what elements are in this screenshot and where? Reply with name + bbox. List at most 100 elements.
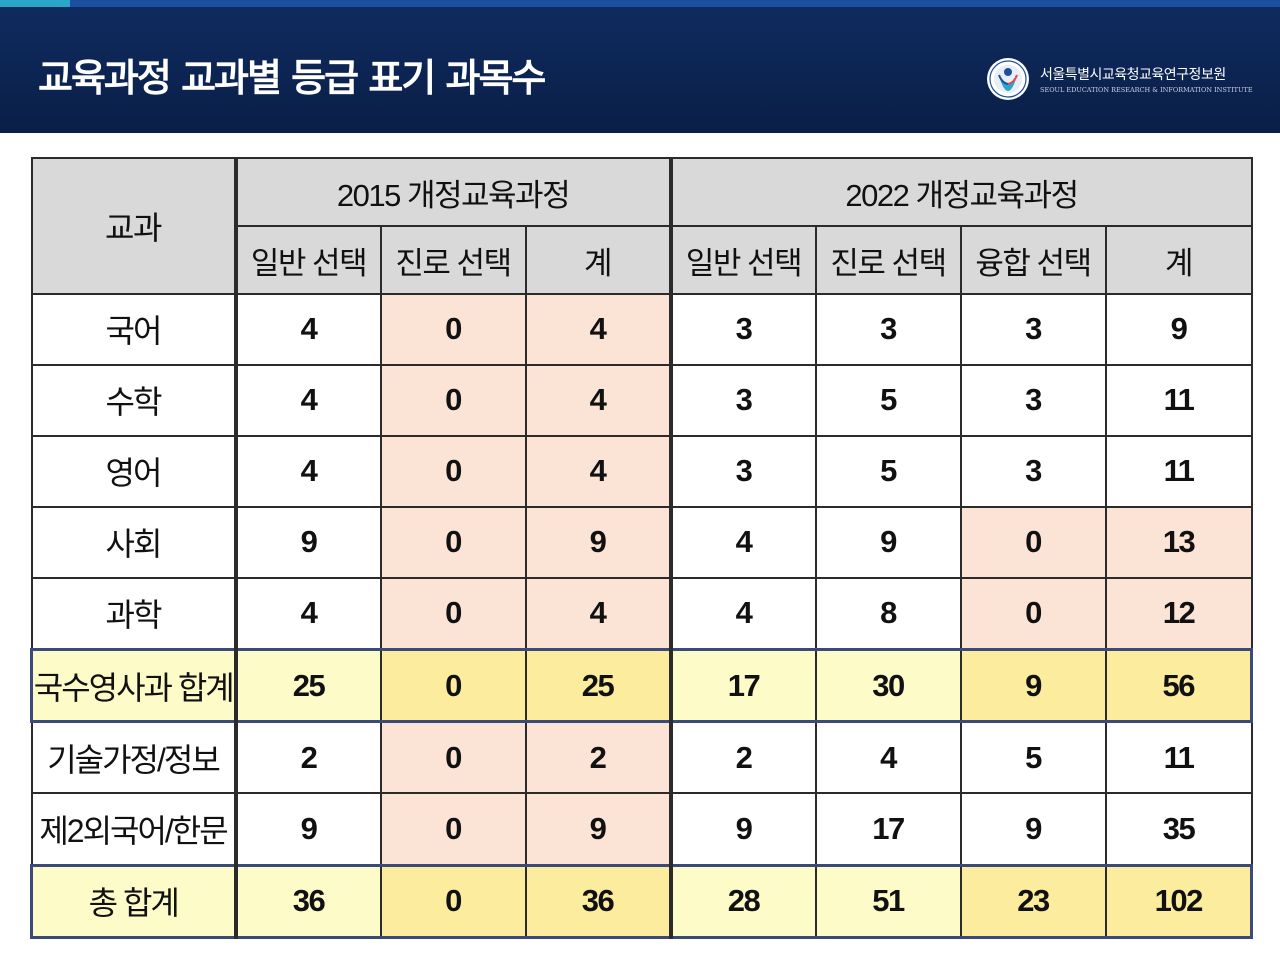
cell-2022-fusion: 9 xyxy=(959,792,1107,867)
emblem-icon xyxy=(987,58,1029,100)
cell-2015-general: 9 xyxy=(234,792,382,867)
page-title: 교육과정 교과별 등급 표기 과목수 xyxy=(38,56,546,100)
cell-2015-total: 2 xyxy=(524,720,673,795)
row-subject: 국수영사과 합계 xyxy=(30,647,238,724)
cell-2022-total: 11 xyxy=(1104,434,1253,508)
cell-2015-career: 0 xyxy=(379,792,527,867)
top-accent-bar xyxy=(0,0,1280,7)
cell-2015-general: 4 xyxy=(234,293,382,366)
cell-2022-fusion: 0 xyxy=(959,576,1107,651)
cell-2022-fusion: 3 xyxy=(959,363,1107,437)
cell-2022-career: 5 xyxy=(814,434,962,508)
cell-2015-career: 0 xyxy=(379,647,527,724)
cell-2015-total: 9 xyxy=(524,792,673,867)
cell-2015-career: 0 xyxy=(379,293,527,366)
cell-2022-career: 17 xyxy=(814,792,962,867)
cell-2022-general: 3 xyxy=(669,434,817,508)
cell-2022-general: 4 xyxy=(669,505,817,579)
row-subject: 영어 xyxy=(30,434,238,508)
col-header-2022-total: 계 xyxy=(1104,225,1253,295)
cell-2022-total: 9 xyxy=(1104,293,1253,366)
cell-2015-general: 4 xyxy=(234,363,382,437)
grade-table: 교과 2015 개정교육과정 2022 개정교육과정 일반 선택 진로 선택 계… xyxy=(30,157,1254,940)
row-subject: 사회 xyxy=(30,505,238,579)
cell-2015-general: 36 xyxy=(234,863,382,940)
cell-2015-career: 0 xyxy=(379,720,527,795)
cell-2015-total: 25 xyxy=(524,647,673,724)
org-name: 서울특별시교육청교육연구정보원 xyxy=(1040,67,1226,83)
table-row: 과학 4 0 4 4 8 0 12 xyxy=(30,576,1253,651)
cell-2022-fusion: 3 xyxy=(959,434,1107,508)
col-header-2015-general: 일반 선택 xyxy=(234,225,382,295)
cell-2022-fusion: 5 xyxy=(959,720,1107,795)
cell-2015-general: 4 xyxy=(234,576,382,651)
cell-2015-general: 4 xyxy=(234,434,382,508)
row-subject: 제2외국어/한문 xyxy=(30,792,238,867)
cell-2022-total: 56 xyxy=(1104,647,1254,724)
cell-2022-general: 4 xyxy=(669,576,817,651)
cell-2022-total: 12 xyxy=(1104,576,1253,651)
cell-2015-career: 0 xyxy=(379,863,527,940)
cell-2015-total: 4 xyxy=(524,576,673,651)
cell-2022-career: 3 xyxy=(814,293,962,366)
cell-2015-career: 0 xyxy=(379,363,527,437)
col-header-2015-total: 계 xyxy=(524,225,673,295)
col-header-2015-career: 진로 선택 xyxy=(379,225,527,295)
cell-2022-career: 30 xyxy=(814,647,962,724)
cell-2015-career: 0 xyxy=(379,505,527,579)
table-row: 제2외국어/한문 9 0 9 9 17 9 35 xyxy=(30,792,1253,867)
org-logo: 서울특별시교육청교육연구정보원 SEOUL EDUCATION RESEARCH… xyxy=(986,57,1253,107)
cell-2022-total: 35 xyxy=(1104,792,1253,867)
subtotal-row: 국수영사과 합계 25 0 25 17 30 9 56 xyxy=(30,647,1254,724)
cell-2015-total: 4 xyxy=(524,434,673,508)
cell-2015-total: 36 xyxy=(524,863,673,940)
cell-2015-total: 4 xyxy=(524,293,673,366)
table-row: 영어 4 0 4 3 5 3 11 xyxy=(30,434,1253,508)
cell-2022-general: 9 xyxy=(669,792,817,867)
cell-2015-general: 9 xyxy=(234,505,382,579)
cell-2022-general: 28 xyxy=(669,863,817,940)
cell-2015-total: 9 xyxy=(524,505,673,579)
cell-2022-general: 2 xyxy=(669,720,817,795)
cell-2022-fusion: 0 xyxy=(959,505,1107,579)
cell-2022-career: 5 xyxy=(814,363,962,437)
cell-2015-general: 2 xyxy=(234,720,382,795)
col-header-2022-career: 진로 선택 xyxy=(814,225,962,295)
cell-2022-total: 11 xyxy=(1104,363,1253,437)
row-subject: 수학 xyxy=(30,363,238,437)
cell-2022-career: 9 xyxy=(814,505,962,579)
grand-total-row: 총 합계 36 0 36 28 51 23 102 xyxy=(30,863,1254,940)
cell-2022-general: 17 xyxy=(669,647,817,724)
cell-2022-career: 4 xyxy=(814,720,962,795)
cell-2015-general: 25 xyxy=(234,647,382,724)
cell-2022-general: 3 xyxy=(669,293,817,366)
subject-header: 교과 xyxy=(30,157,238,295)
table-row: 국어 4 0 4 3 3 3 9 xyxy=(30,293,1253,366)
cell-2015-career: 0 xyxy=(379,434,527,508)
org-name-en: SEOUL EDUCATION RESEARCH & INFORMATION I… xyxy=(1040,86,1253,94)
cell-2022-general: 3 xyxy=(669,363,817,437)
group-header-2015: 2015 개정교육과정 xyxy=(234,157,673,227)
cell-2022-total: 11 xyxy=(1104,720,1253,795)
cell-2022-fusion: 3 xyxy=(959,293,1107,366)
cell-2022-fusion: 9 xyxy=(959,647,1107,724)
slide-header: 교육과정 교과별 등급 표기 과목수 서울특별시교육청교육연구정보원 SEOUL… xyxy=(0,7,1280,133)
cell-2022-career: 51 xyxy=(814,863,962,940)
table-row: 기술가정/정보 2 0 2 2 4 5 11 xyxy=(30,720,1253,795)
cell-2015-career: 0 xyxy=(379,576,527,651)
row-subject: 국어 xyxy=(30,293,238,366)
header-row-2: 일반 선택 진로 선택 계 일반 선택 진로 선택 융합 선택 계 xyxy=(32,225,1253,295)
cell-2022-fusion: 23 xyxy=(959,863,1107,940)
cell-2015-total: 4 xyxy=(524,363,673,437)
col-header-2022-fusion: 융합 선택 xyxy=(959,225,1107,295)
table-row: 사회 9 0 9 4 9 0 13 xyxy=(30,505,1253,579)
row-subject: 총 합계 xyxy=(30,863,238,940)
header-row-1: 교과 2015 개정교육과정 2022 개정교육과정 xyxy=(30,157,1253,295)
cell-2022-total: 102 xyxy=(1104,863,1254,940)
group-header-2022: 2022 개정교육과정 xyxy=(669,157,1253,227)
table-row: 수학 4 0 4 3 5 3 11 xyxy=(30,363,1253,437)
row-subject: 과학 xyxy=(30,576,238,651)
row-subject: 기술가정/정보 xyxy=(30,720,238,795)
cell-2022-career: 8 xyxy=(814,576,962,651)
col-header-2022-general: 일반 선택 xyxy=(669,225,817,295)
